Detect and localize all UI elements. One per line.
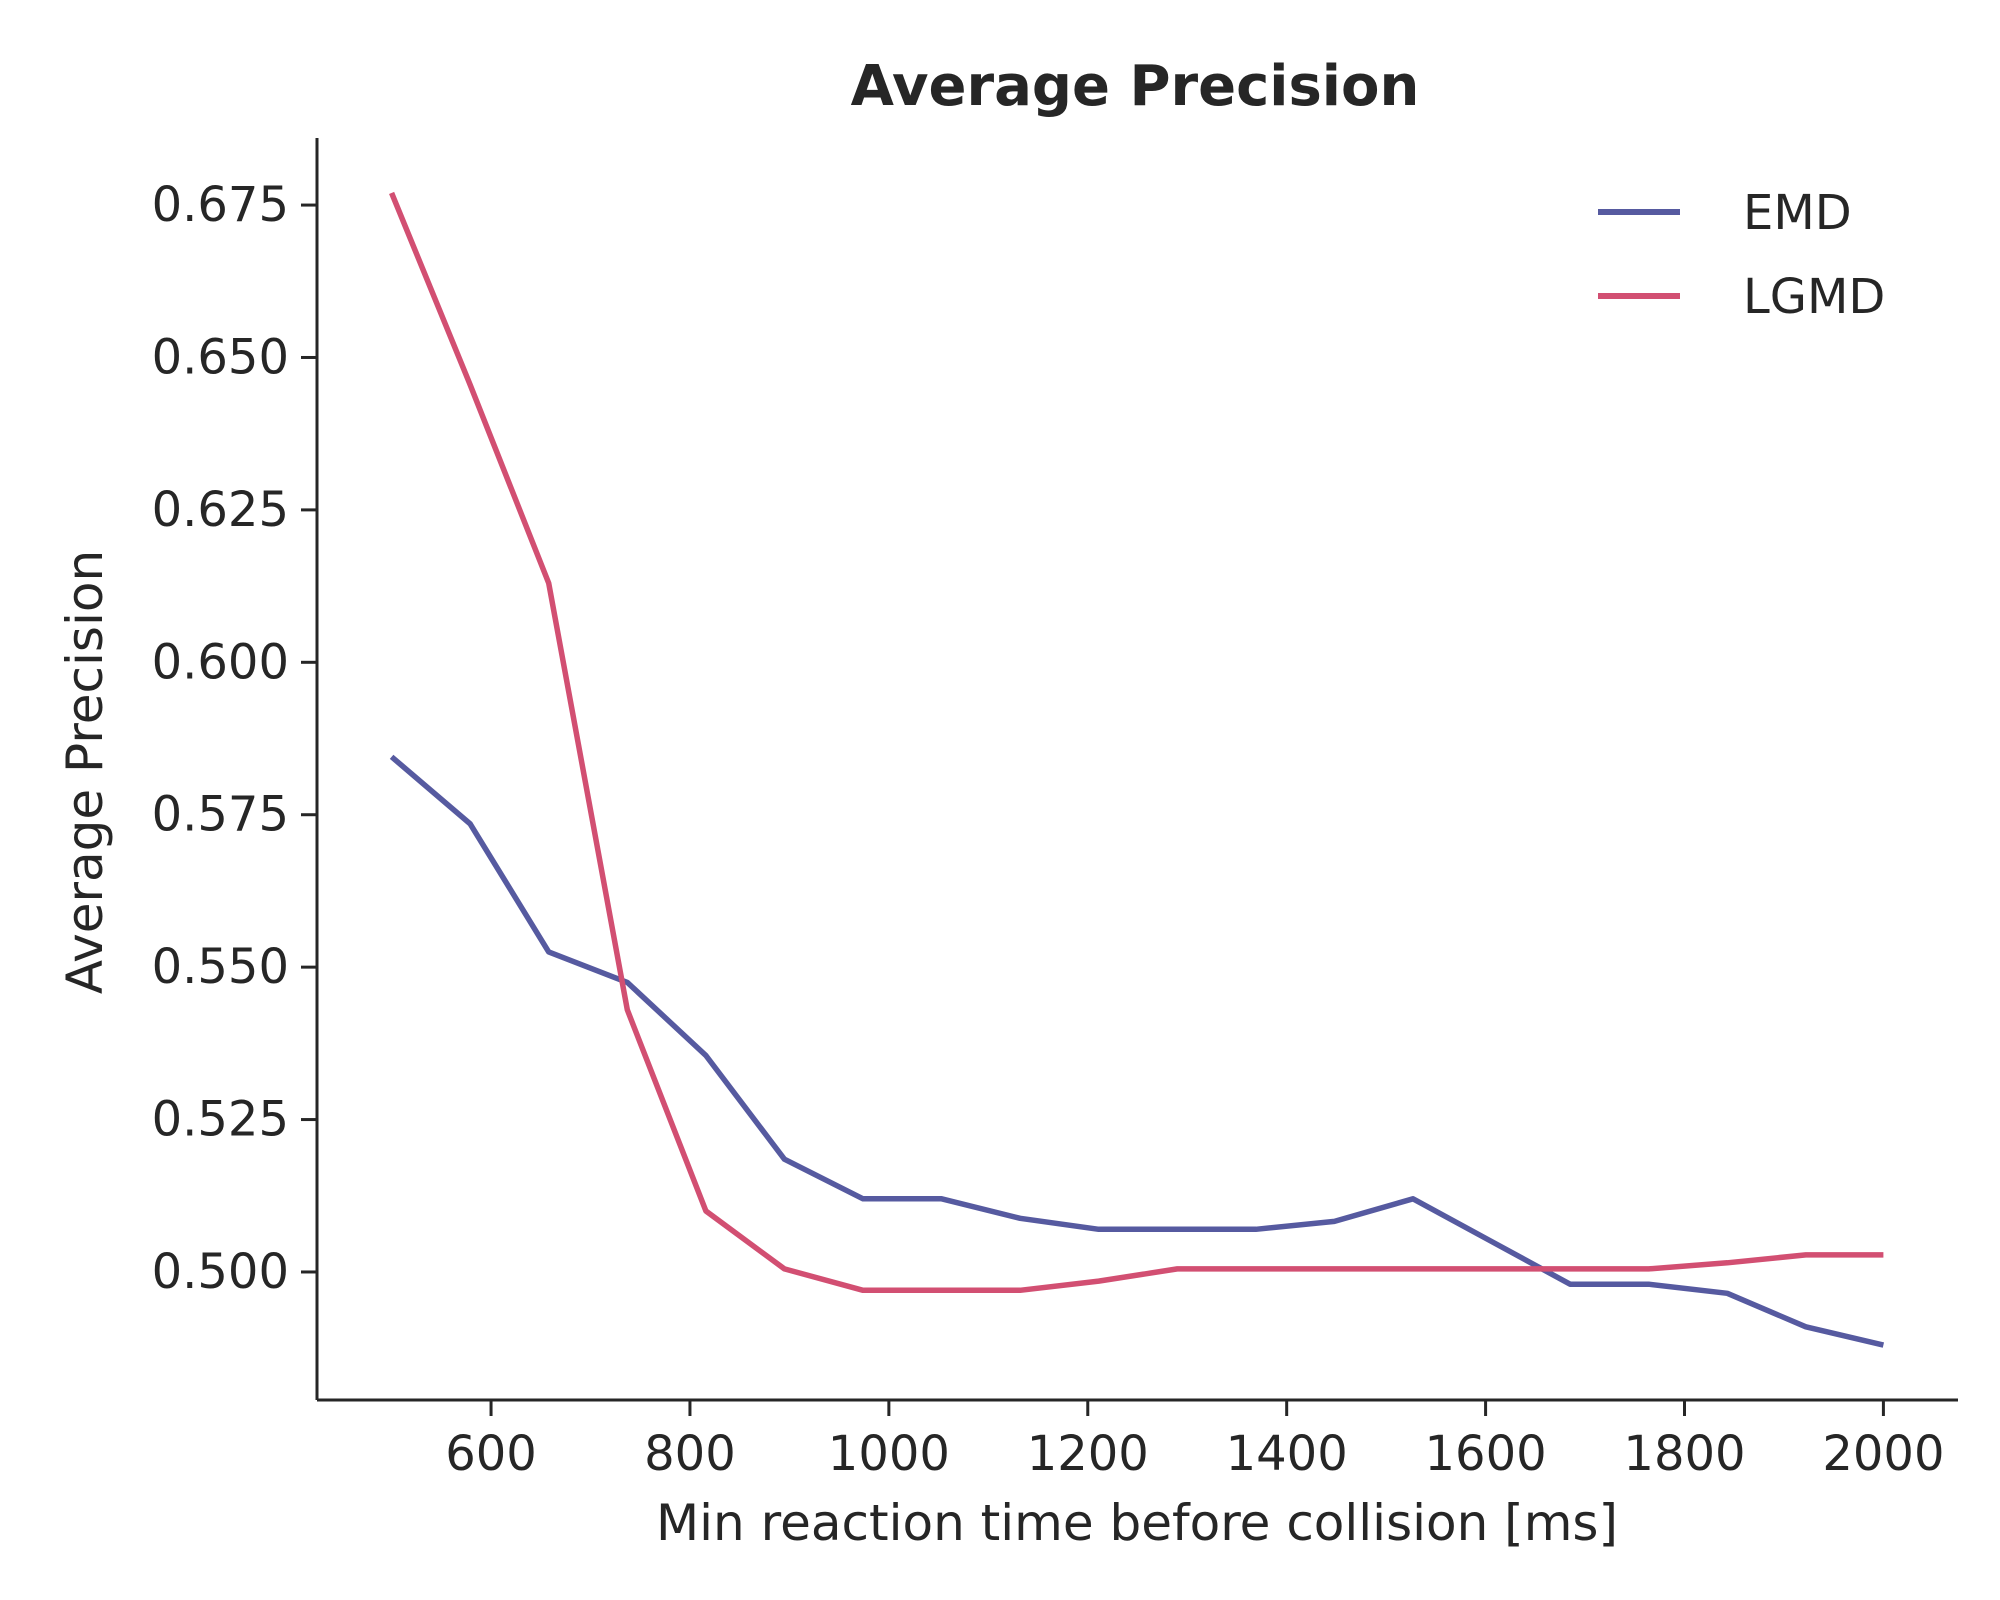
x-tick-label: 2000 [1822, 1426, 1944, 1482]
legend: EMD LGMD [1598, 185, 1885, 325]
y-ticks: 0.500 0.525 0.550 0.575 0.600 0.625 0.650 0.675 [152, 177, 317, 1300]
x-tick-label: 1600 [1425, 1426, 1547, 1482]
x-axis-label: Min reaction time before collision [ms] [656, 1494, 1618, 1552]
y-tick-label: 0.625 [152, 482, 289, 538]
y-tick-label: 0.575 [152, 787, 289, 843]
y-axis-label: Average Precision [56, 550, 114, 994]
legend-label-lgmd: LGMD [1743, 269, 1885, 325]
x-tick-label: 1800 [1623, 1426, 1745, 1482]
series-line-lgmd [389, 191, 1884, 1294]
x-tick-label: 1000 [828, 1426, 950, 1482]
x-tick-label: 800 [644, 1426, 736, 1482]
x-tick-label: 1200 [1027, 1426, 1149, 1482]
chart-title: Average Precision [851, 54, 1420, 119]
legend-label-emd: EMD [1743, 185, 1852, 241]
x-tick-label: 1400 [1226, 1426, 1348, 1482]
y-tick-label: 0.550 [152, 939, 289, 995]
y-tick-label: 0.525 [152, 1092, 289, 1148]
y-tick-label: 0.675 [152, 177, 289, 233]
y-tick-label: 0.650 [152, 329, 289, 385]
y-tick-label: 0.600 [152, 634, 289, 690]
x-ticks: 600 800 1000 1200 1400 1600 1800 2000 [445, 1400, 1944, 1482]
plot-area [389, 191, 1885, 1348]
y-tick-label: 0.500 [152, 1244, 289, 1300]
series-line-emd [389, 754, 1885, 1348]
x-tick-label: 600 [445, 1426, 537, 1482]
